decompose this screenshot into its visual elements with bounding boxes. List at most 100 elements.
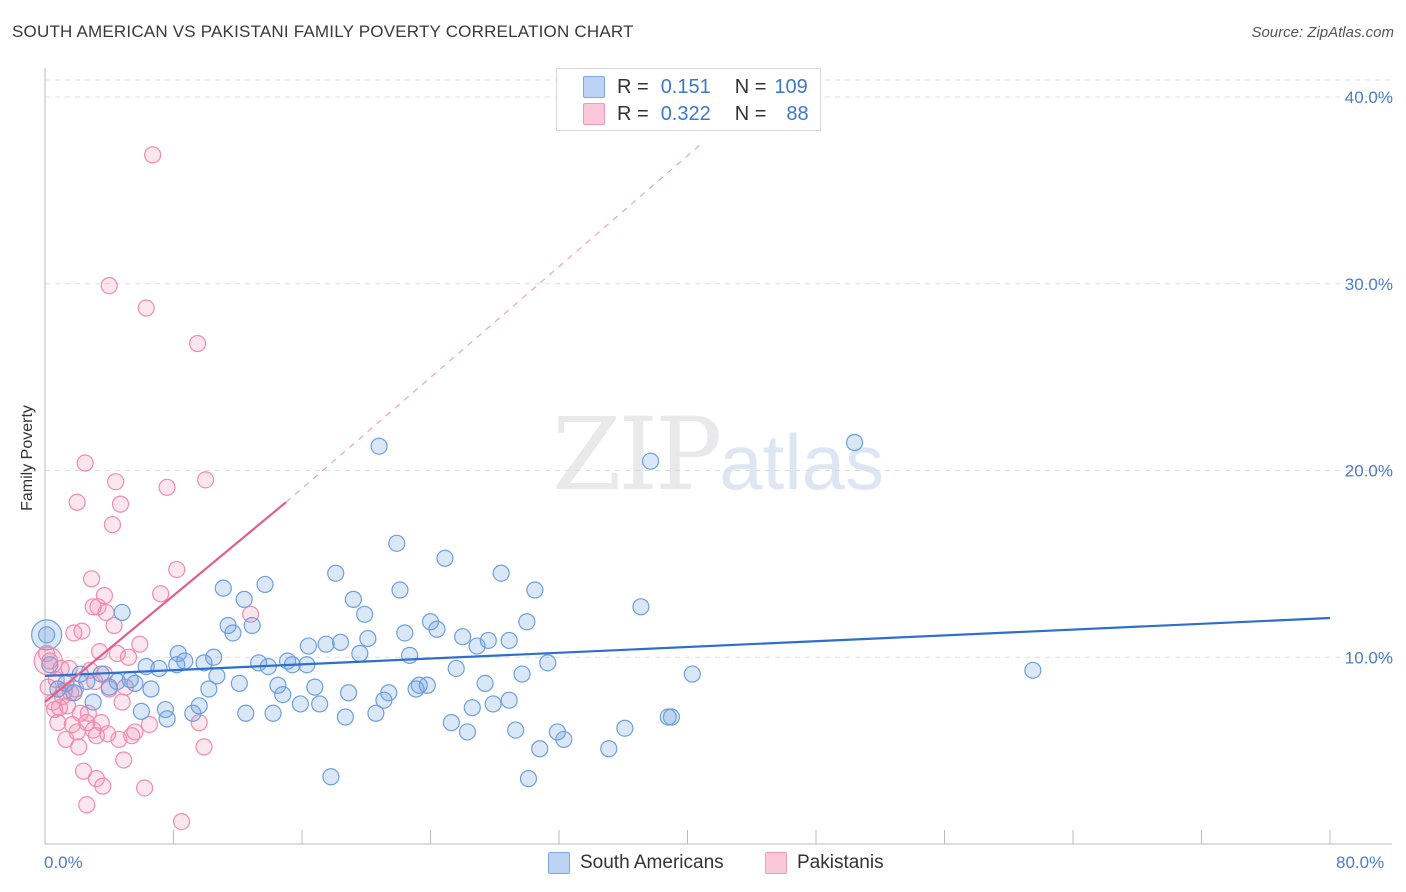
y-tick-label: 20.0% bbox=[1345, 462, 1393, 481]
pakistani-point bbox=[82, 570, 101, 588]
bottom-swatch-blue bbox=[548, 852, 570, 874]
south-american-point bbox=[224, 624, 242, 642]
chart-title: SOUTH AMERICAN VS PAKISTANI FAMILY POVER… bbox=[12, 22, 634, 41]
legend-row-pakistanis: R = 0.322 N = 88 bbox=[583, 101, 809, 127]
south-american-point bbox=[518, 613, 536, 631]
y-tick-label: 40.0% bbox=[1345, 88, 1393, 107]
south-american-point bbox=[662, 708, 681, 726]
south-american-point bbox=[388, 534, 406, 552]
south-american-point bbox=[322, 768, 340, 786]
south-american-point bbox=[150, 659, 168, 678]
legend-n-value: 88 bbox=[786, 102, 809, 125]
south-american-point bbox=[600, 740, 618, 758]
south-american-point bbox=[351, 644, 369, 663]
pakistani-point bbox=[70, 738, 88, 756]
south-american-point bbox=[454, 628, 472, 646]
pakistani-point bbox=[119, 648, 138, 666]
pakistani-point bbox=[115, 751, 133, 769]
south-american-point bbox=[428, 620, 446, 638]
south-american-point bbox=[291, 695, 309, 713]
pakistani-point bbox=[78, 796, 96, 814]
south-american-point bbox=[264, 704, 282, 722]
pakistani-trendline-extension bbox=[285, 141, 704, 503]
south-american-point bbox=[132, 702, 150, 721]
south-american-point bbox=[492, 564, 510, 582]
bottom-legend-label: South Americans bbox=[580, 852, 724, 873]
pakistani-point bbox=[73, 622, 91, 640]
pakistani-trendline bbox=[44, 501, 287, 703]
pakistani-point bbox=[168, 560, 186, 579]
pakistani-point bbox=[95, 587, 114, 605]
pakistani-point bbox=[137, 299, 155, 317]
pakistani-point bbox=[103, 516, 122, 534]
legend-swatch-blue bbox=[583, 76, 605, 98]
pakistani-point bbox=[135, 779, 154, 797]
pakistani-point bbox=[74, 762, 93, 780]
pakistani-point bbox=[107, 473, 125, 491]
south-american-point bbox=[344, 590, 362, 608]
south-american-point bbox=[214, 579, 232, 597]
south-american-point bbox=[513, 665, 531, 683]
y-tick-label: 30.0% bbox=[1345, 275, 1393, 294]
south-american-point bbox=[306, 678, 324, 696]
bottom-swatch-pink bbox=[765, 852, 787, 874]
south-american-point bbox=[142, 680, 160, 698]
south-american-point bbox=[356, 605, 374, 623]
south-american-trendline bbox=[44, 616, 1331, 678]
bottom-legend-pakistanis: Pakistanis bbox=[765, 852, 884, 874]
south-american-point bbox=[311, 695, 329, 713]
pakistani-point bbox=[49, 714, 67, 732]
south-american-point bbox=[84, 693, 102, 711]
pakistani-point bbox=[108, 644, 126, 663]
pakistani-point bbox=[140, 715, 159, 734]
pakistani-point bbox=[188, 334, 207, 353]
south-american-point bbox=[632, 598, 650, 616]
south-american-point bbox=[243, 616, 261, 635]
south-american-point bbox=[65, 684, 83, 702]
watermark-atlas: atlas bbox=[719, 418, 885, 506]
south-american-point bbox=[176, 652, 194, 670]
south-american-point bbox=[370, 437, 388, 455]
south-american-point bbox=[458, 723, 477, 741]
south-american-point bbox=[1024, 661, 1042, 679]
bottom-legend-south-americans: South Americans bbox=[548, 852, 724, 874]
south-american-point bbox=[367, 704, 385, 722]
pakistani-point bbox=[111, 495, 130, 513]
south-american-point bbox=[401, 646, 419, 664]
legend-row-south-americans: R = 0.151 N = 109 bbox=[583, 74, 808, 100]
south-american-point bbox=[41, 656, 59, 674]
pakistani-point bbox=[113, 693, 131, 711]
south-american-point bbox=[195, 654, 213, 672]
legend-r-label: R = bbox=[617, 102, 649, 125]
south-american-point bbox=[845, 433, 864, 452]
south-american-point bbox=[299, 637, 318, 655]
pakistani-point bbox=[68, 493, 86, 511]
south-american-point bbox=[447, 659, 465, 678]
south-american-point bbox=[274, 685, 292, 704]
pakistani-point bbox=[76, 454, 94, 472]
pakistani-point bbox=[158, 478, 176, 496]
south-american-point bbox=[396, 624, 414, 642]
legend-n-value: 109 bbox=[774, 75, 808, 98]
legend-n-label: N = bbox=[734, 102, 767, 125]
pakistani-point bbox=[91, 643, 109, 661]
south-american-point bbox=[436, 549, 454, 567]
south-american-point bbox=[380, 684, 398, 702]
south-american-point bbox=[38, 626, 56, 644]
south-american-point bbox=[359, 629, 377, 648]
south-american-point bbox=[126, 674, 144, 692]
south-american-point bbox=[190, 697, 208, 715]
south-american-point bbox=[555, 730, 573, 749]
south-american-point bbox=[683, 665, 701, 683]
south-american-point bbox=[158, 710, 176, 728]
legend-swatch-pink bbox=[583, 103, 605, 125]
legend-r-value: 0.151 bbox=[660, 75, 711, 98]
pakistani-point bbox=[152, 585, 170, 603]
south-american-point bbox=[479, 631, 497, 650]
x-tick-max: 80.0% bbox=[1336, 853, 1385, 872]
south-american-point bbox=[500, 631, 518, 650]
pakistani-point bbox=[126, 723, 144, 741]
pakistani-point bbox=[172, 812, 191, 831]
south-american-point bbox=[391, 581, 409, 599]
